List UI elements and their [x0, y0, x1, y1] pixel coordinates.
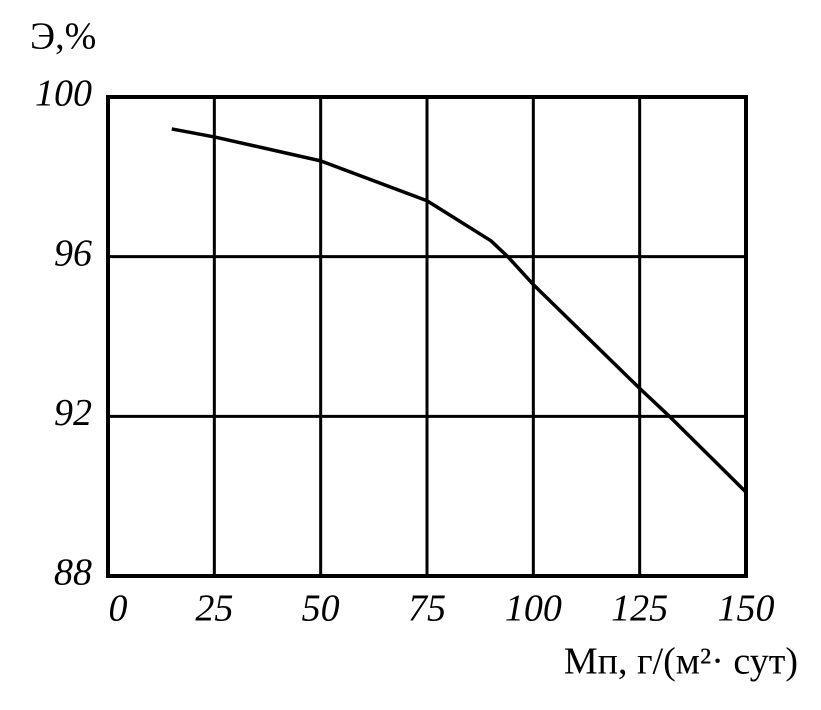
y-axis-label: Э,% — [30, 16, 96, 58]
x-axis-label: Mп, г/(м²· сут) — [564, 641, 798, 683]
x-tick-label: 25 — [195, 588, 233, 630]
y-tick-label: 96 — [54, 232, 92, 274]
data-line — [171, 127, 748, 494]
y-tick-label: 100 — [35, 73, 92, 115]
y-tick-label: 88 — [54, 552, 92, 594]
x-tick-label: 100 — [505, 588, 562, 630]
plot-frame — [106, 95, 748, 578]
x-tick-label: 150 — [718, 588, 775, 630]
x-tick-label: 50 — [302, 588, 340, 630]
y-tick-label: 92 — [54, 392, 92, 434]
x-tick-label: 125 — [611, 588, 668, 630]
x-tick-label: 0 — [109, 588, 128, 630]
x-tick-label: 75 — [408, 588, 446, 630]
